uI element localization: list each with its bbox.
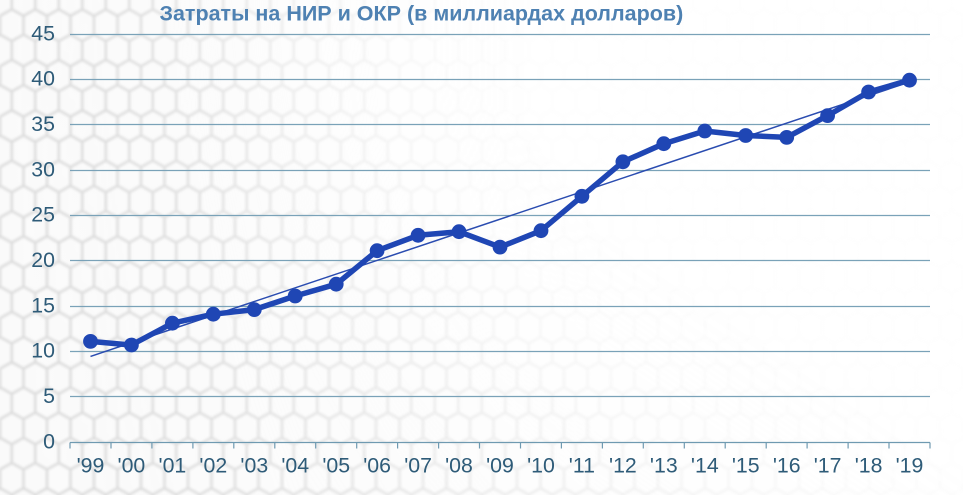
svg-text:'01: '01 xyxy=(159,453,187,477)
svg-text:15: 15 xyxy=(31,293,55,317)
svg-text:40: 40 xyxy=(31,67,55,91)
svg-text:'05: '05 xyxy=(322,453,350,477)
svg-text:10: 10 xyxy=(31,339,55,363)
svg-text:'10: '10 xyxy=(527,453,555,477)
svg-text:'07: '07 xyxy=(404,453,432,477)
svg-text:'16: '16 xyxy=(773,453,801,477)
svg-text:20: 20 xyxy=(31,248,55,272)
svg-text:'00: '00 xyxy=(118,453,146,477)
svg-text:'06: '06 xyxy=(363,453,391,477)
svg-text:'17: '17 xyxy=(814,453,842,477)
svg-text:'11: '11 xyxy=(569,453,595,477)
svg-text:'04: '04 xyxy=(281,453,309,477)
svg-text:25: 25 xyxy=(31,203,55,227)
svg-text:'18: '18 xyxy=(855,453,883,477)
svg-text:35: 35 xyxy=(31,112,55,136)
svg-text:'02: '02 xyxy=(199,453,227,477)
svg-text:'19: '19 xyxy=(896,453,924,477)
svg-text:30: 30 xyxy=(31,157,55,181)
svg-text:'08: '08 xyxy=(445,453,473,477)
svg-text:'13: '13 xyxy=(650,453,678,477)
svg-text:Затраты на НИР и ОКР (в миллиа: Затраты на НИР и ОКР (в миллиардах долла… xyxy=(160,1,684,25)
svg-text:'15: '15 xyxy=(732,453,760,477)
svg-text:45: 45 xyxy=(31,21,55,45)
svg-text:'14: '14 xyxy=(691,453,719,477)
svg-text:'99: '99 xyxy=(77,453,105,477)
svg-text:'09: '09 xyxy=(486,453,514,477)
svg-text:5: 5 xyxy=(43,384,55,408)
svg-text:'12: '12 xyxy=(609,453,637,477)
svg-text:0: 0 xyxy=(43,429,55,453)
svg-text:'03: '03 xyxy=(240,453,268,477)
